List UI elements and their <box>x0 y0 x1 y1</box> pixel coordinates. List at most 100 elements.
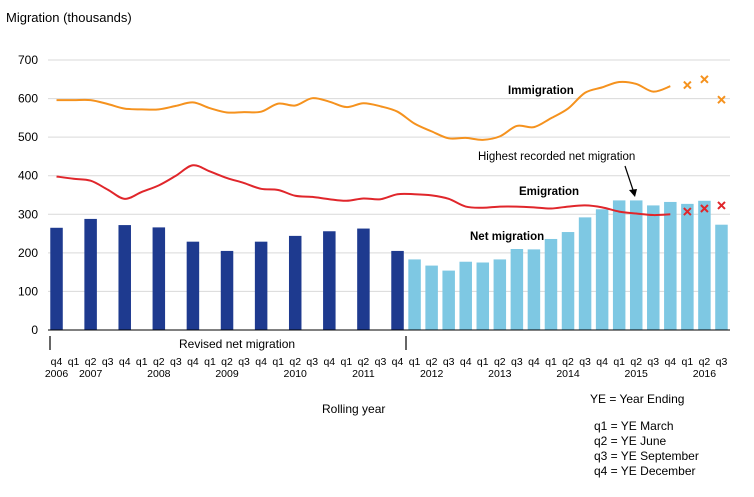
bar-revised-net-migration <box>50 227 63 330</box>
highest-recorded-arrow <box>624 165 634 191</box>
marker-stroke <box>717 201 726 210</box>
revised-net-migration-label: Revised net migration <box>179 337 295 351</box>
key-q2: q2 = YE June <box>594 434 666 448</box>
x-tick-quarter: q3 <box>170 356 182 368</box>
x-tick-year: 2010 <box>284 368 308 380</box>
highest-recorded-arrowhead <box>629 189 637 197</box>
bar-revised-net-migration <box>118 225 131 330</box>
x-tick-year: 2006 <box>45 368 69 380</box>
x-tick-quarter: q2 <box>426 356 438 368</box>
bar-revised-net-migration <box>357 228 370 330</box>
x-tick-year: 2007 <box>79 368 103 380</box>
bars <box>50 200 728 330</box>
x-tick-quarter: q2 <box>494 356 506 368</box>
bar-net-migration <box>408 259 421 330</box>
bar-net-migration <box>612 200 626 330</box>
marker-stroke <box>717 95 726 104</box>
bar-revised-net-migration <box>323 231 336 330</box>
x-tick-quarter: q4 <box>460 356 472 368</box>
x-tick-quarter: q3 <box>511 356 523 368</box>
x-tick-year: 2014 <box>556 368 580 380</box>
x-tick-quarter: q3 <box>306 356 318 368</box>
emigration-line <box>56 164 671 217</box>
x-tick-quarter: q4 <box>596 356 608 368</box>
x-tick-quarter: q3 <box>716 356 728 368</box>
immigration-provisional-marker <box>700 75 709 84</box>
x-tick-quarter: q2 <box>221 356 233 368</box>
bar-revised-net-migration <box>84 218 97 330</box>
immigration-label: Immigration <box>508 85 574 97</box>
highest-recorded-label: Highest recorded net migration <box>478 151 635 163</box>
key-q3: q3 = YE September <box>594 449 699 463</box>
key-ye: YE = Year Ending <box>590 392 684 406</box>
x-tick-quarter: q4 <box>119 356 131 368</box>
x-tick-quarter: q1 <box>341 356 353 368</box>
x-tick-quarter: q2 <box>699 356 711 368</box>
bar-net-migration <box>425 265 438 330</box>
x-tick-year: 2009 <box>215 368 239 380</box>
bar-net-migration <box>544 238 558 330</box>
immigration-provisional-marker <box>683 80 692 90</box>
bar-revised-net-migration <box>288 235 302 330</box>
bar-net-migration <box>561 232 575 330</box>
bar-net-migration <box>476 262 490 330</box>
x-tick-quarter: q4 <box>51 356 63 368</box>
emigration-provisional-marker <box>683 207 692 216</box>
x-tick-year: 2011 <box>352 368 375 380</box>
x-tick-quarter: q2 <box>85 356 97 368</box>
bar-net-migration <box>527 249 541 330</box>
marker-stroke <box>683 80 692 90</box>
x-tick-quarter: q1 <box>545 356 557 368</box>
x-tick-quarter: q4 <box>664 356 676 368</box>
x-tick-year: 2015 <box>625 368 649 380</box>
x-tick-year: 2012 <box>420 368 444 380</box>
x-tick-quarter: q3 <box>579 356 591 368</box>
x-tick-quarter: q4 <box>187 356 199 368</box>
emigration-label: Emigration <box>519 186 579 198</box>
bar-revised-net-migration <box>391 250 404 330</box>
x-tick-quarter: q1 <box>409 356 421 368</box>
x-tick-quarter: q2 <box>562 356 574 368</box>
x-tick-quarter: q2 <box>153 356 165 368</box>
y-tick-label: 700 <box>18 53 38 67</box>
bar-revised-net-migration <box>186 241 200 330</box>
lines <box>56 75 726 217</box>
x-tick-quarter: q4 <box>323 356 335 368</box>
immigration-provisional-marker <box>717 95 726 104</box>
bar-net-migration <box>459 261 472 330</box>
marker-stroke <box>700 204 709 213</box>
immigration-line <box>56 80 671 141</box>
bar-revised-net-migration <box>220 250 234 330</box>
x-tick-quarter: q2 <box>289 356 301 368</box>
x-tick-quarter: q3 <box>375 356 387 368</box>
x-tick-year: 2013 <box>488 368 512 380</box>
x-tick-quarter: q1 <box>204 356 216 368</box>
x-tick-quarter: q4 <box>255 356 267 368</box>
x-tick-quarter: q3 <box>102 356 114 368</box>
y-tick-label: 400 <box>18 169 38 183</box>
x-tick-quarter: q1 <box>68 356 80 368</box>
y-axis-label: Migration (thousands) <box>6 10 132 25</box>
emigration-provisional-marker <box>717 201 726 210</box>
x-axis-label: Rolling year <box>322 402 385 416</box>
bar-net-migration <box>664 201 677 330</box>
x-tick-quarter: q1 <box>613 356 625 368</box>
bar-net-migration <box>698 200 711 330</box>
x-tick-quarter: q3 <box>238 356 250 368</box>
y-tick-label: 600 <box>18 92 38 106</box>
marker-stroke <box>700 75 709 84</box>
x-axis: q4 q1 q2 q3 q4 q1 q2 q3 q4 q1 q2 q3 q4 q1 q2 q3 q4 q1 q2 q3… <box>45 329 730 380</box>
net-migration-label: Net migration <box>470 231 544 243</box>
x-tick-quarter: q1 <box>477 356 489 368</box>
bar-net-migration <box>510 249 524 330</box>
y-tick-label: 500 <box>18 130 38 144</box>
bar-net-migration <box>442 270 455 330</box>
marker-stroke <box>683 207 692 216</box>
x-tick-quarter: q2 <box>358 356 370 368</box>
bar-net-migration <box>493 259 507 330</box>
emigration-provisional-marker <box>700 204 709 213</box>
y-tick-label: 100 <box>18 284 38 298</box>
bar-net-migration <box>715 224 728 330</box>
x-tick-quarter: q1 <box>136 356 148 368</box>
